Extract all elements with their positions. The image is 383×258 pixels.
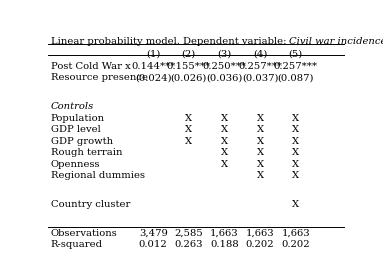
Text: (0.087): (0.087) — [277, 73, 314, 82]
Text: X: X — [257, 114, 264, 123]
Text: X: X — [257, 125, 264, 134]
Text: X: X — [257, 148, 264, 157]
Text: X: X — [257, 137, 264, 146]
Text: 0.155***: 0.155*** — [167, 62, 211, 71]
Text: (0.036): (0.036) — [206, 73, 243, 82]
Text: 1,663: 1,663 — [210, 229, 239, 238]
Text: Regional dummies: Regional dummies — [51, 171, 145, 180]
Text: 0.263: 0.263 — [175, 240, 203, 249]
Text: (1): (1) — [146, 50, 160, 59]
Text: Country cluster: Country cluster — [51, 200, 130, 209]
Text: 0.250***: 0.250*** — [203, 62, 247, 71]
Text: Observations: Observations — [51, 229, 118, 238]
Text: (0.024): (0.024) — [135, 73, 172, 82]
Text: Rough terrain: Rough terrain — [51, 148, 122, 157]
Text: (4): (4) — [253, 50, 267, 59]
Text: X: X — [221, 137, 228, 146]
Text: X: X — [257, 160, 264, 169]
Text: Civil war incidence: Civil war incidence — [290, 37, 383, 46]
Text: 1,663: 1,663 — [282, 229, 310, 238]
Text: X: X — [185, 114, 192, 123]
Text: X: X — [292, 125, 299, 134]
Text: X: X — [221, 160, 228, 169]
Text: 0.012: 0.012 — [139, 240, 168, 249]
Text: (5): (5) — [289, 50, 303, 59]
Text: X: X — [221, 148, 228, 157]
Text: X: X — [292, 114, 299, 123]
Text: X: X — [221, 114, 228, 123]
Text: X: X — [292, 200, 299, 209]
Text: 0.202: 0.202 — [282, 240, 310, 249]
Text: Linear probability model. Dependent variable:: Linear probability model. Dependent vari… — [51, 37, 290, 46]
Text: X: X — [292, 148, 299, 157]
Text: Controls: Controls — [51, 102, 94, 111]
Text: 0.257***: 0.257*** — [274, 62, 318, 71]
Text: Population: Population — [51, 114, 105, 123]
Text: Post Cold War x: Post Cold War x — [51, 62, 131, 71]
Text: GDP growth: GDP growth — [51, 137, 113, 146]
Text: 3,479: 3,479 — [139, 229, 168, 238]
Text: X: X — [292, 160, 299, 169]
Text: X: X — [257, 171, 264, 180]
Text: 1,663: 1,663 — [246, 229, 274, 238]
Text: X: X — [292, 171, 299, 180]
Text: Resource presence: Resource presence — [51, 73, 148, 82]
Text: 0.188: 0.188 — [210, 240, 239, 249]
Text: (2): (2) — [182, 50, 196, 59]
Text: X: X — [221, 125, 228, 134]
Text: 2,585: 2,585 — [175, 229, 203, 238]
Text: 0.257***: 0.257*** — [238, 62, 282, 71]
Text: (0.037): (0.037) — [242, 73, 278, 82]
Text: (3): (3) — [218, 50, 232, 59]
Text: 0.202: 0.202 — [246, 240, 274, 249]
Text: X: X — [292, 137, 299, 146]
Text: Openness: Openness — [51, 160, 100, 169]
Text: GDP level: GDP level — [51, 125, 101, 134]
Text: X: X — [185, 125, 192, 134]
Text: 0.144***: 0.144*** — [131, 62, 175, 71]
Text: R-squared: R-squared — [51, 240, 103, 249]
Text: (0.026): (0.026) — [171, 73, 207, 82]
Text: X: X — [185, 137, 192, 146]
